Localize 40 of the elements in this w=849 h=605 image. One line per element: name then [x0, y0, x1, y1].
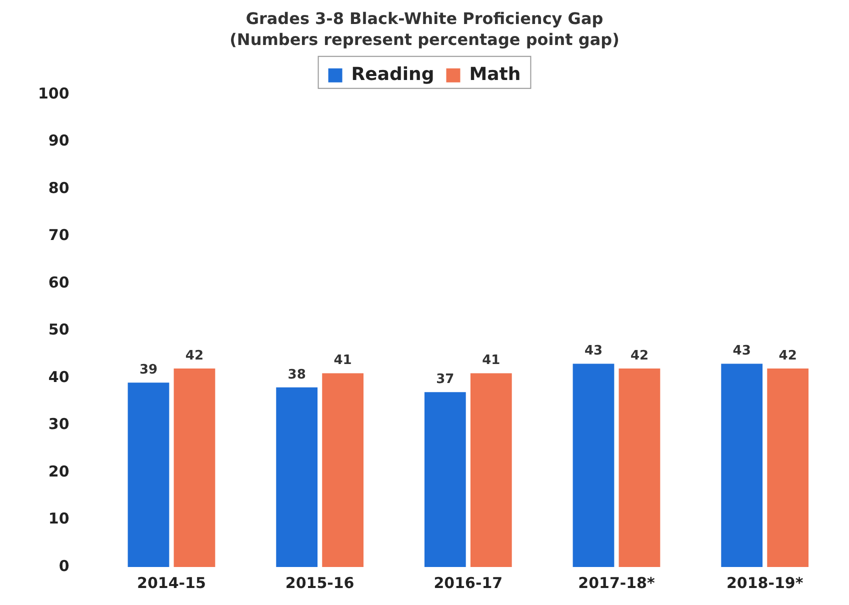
bar [424, 392, 466, 567]
data-label: 42 [778, 348, 797, 364]
data-label: 41 [334, 353, 352, 368]
data-label: 39 [139, 362, 158, 378]
y-tick-label: 70 [48, 226, 70, 244]
data-label: 37 [436, 372, 454, 388]
data-label: 38 [288, 367, 306, 382]
bar [322, 373, 364, 567]
data-label: 43 [732, 344, 751, 359]
bar [721, 364, 763, 567]
bar [470, 373, 512, 567]
y-tick-label: 50 [48, 320, 70, 339]
legend-label: Reading [351, 64, 434, 86]
x-tick-label: 2018-19* [726, 574, 804, 592]
y-tick-label: 30 [48, 415, 70, 434]
legend-label: Math [469, 64, 521, 86]
y-tick-label: 100 [38, 84, 70, 102]
y-tick-label: 40 [48, 368, 70, 386]
y-tick-label: 60 [48, 273, 70, 292]
x-tick-label: 2017-18* [578, 574, 655, 592]
x-tick-label: 2014-15 [137, 574, 206, 592]
bar [276, 387, 318, 567]
data-label: 41 [482, 353, 500, 368]
x-tick-label: 2015-16 [285, 574, 354, 592]
x-tick-label: 2016-17 [434, 574, 503, 592]
y-tick-label: 20 [48, 462, 70, 480]
chart-title: Grades 3-8 Black-White Proficiency Gap [246, 8, 604, 28]
data-label: 43 [584, 344, 603, 359]
bar [174, 368, 216, 567]
bar [767, 368, 809, 567]
y-tick-label: 10 [48, 510, 70, 528]
data-label: 42 [630, 348, 649, 364]
bar [618, 368, 660, 567]
bar [572, 364, 614, 567]
y-tick-label: 0 [58, 556, 70, 575]
chart-subtitle: (Numbers represent percentage point gap) [230, 30, 620, 49]
bar [128, 382, 170, 567]
data-label: 42 [185, 348, 204, 364]
y-tick-label: 90 [48, 132, 70, 150]
y-tick-label: 80 [48, 178, 70, 197]
